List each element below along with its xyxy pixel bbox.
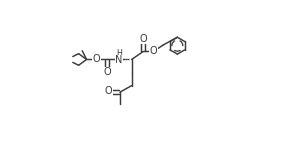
Text: O: O xyxy=(103,67,111,77)
Text: H: H xyxy=(116,49,122,58)
Text: O: O xyxy=(140,34,147,44)
Text: O: O xyxy=(105,86,113,96)
Text: O: O xyxy=(93,54,101,65)
Text: O: O xyxy=(150,46,157,57)
Text: N: N xyxy=(115,55,123,65)
